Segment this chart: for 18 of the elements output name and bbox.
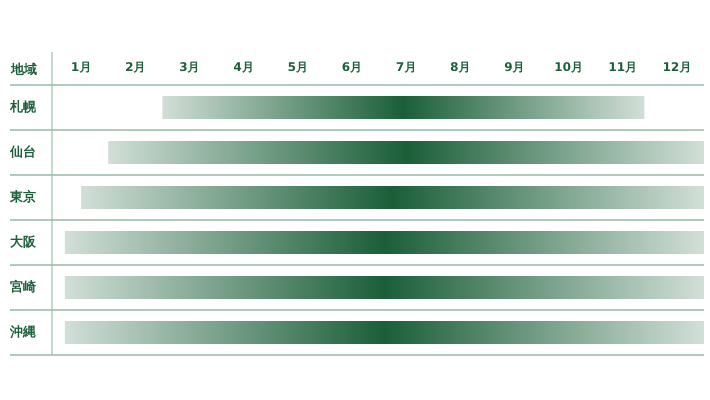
x-tick-label: 11月 <box>608 60 638 74</box>
y-axis-title: 地域 <box>10 62 37 78</box>
x-tick-label: 5月 <box>288 60 308 74</box>
y-tick-label: 大阪 <box>10 234 37 250</box>
x-tick-label: 8月 <box>450 60 470 74</box>
x-tick-label: 6月 <box>342 60 362 74</box>
x-tick-label: 1月 <box>70 60 92 74</box>
x-tick-label: 7月 <box>396 60 416 74</box>
y-tick-label: 札幌 <box>9 100 37 115</box>
x-tick-label: 2月 <box>125 60 146 74</box>
y-tick-label: 宮崎 <box>10 278 36 295</box>
y-tick-label: 東京 <box>9 188 36 205</box>
x-tick-label: 3月 <box>179 60 200 74</box>
x-tick-label: 10月 <box>554 60 583 74</box>
x-tick-label: 12月 <box>662 60 692 74</box>
y-tick-label: 沖縄 <box>9 324 36 340</box>
x-tick-label: 4月 <box>233 60 254 74</box>
x-tick-label: 9月 <box>504 60 525 74</box>
